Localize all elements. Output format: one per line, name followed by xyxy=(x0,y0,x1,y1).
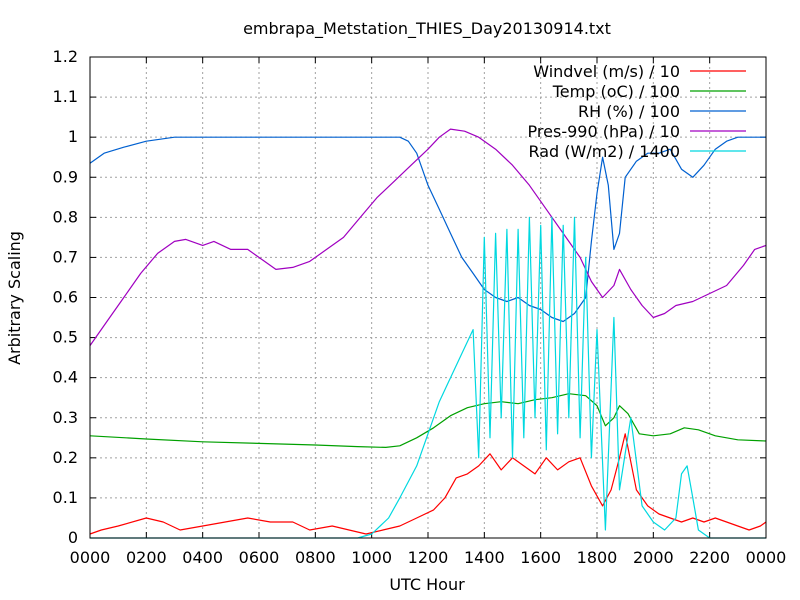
x-tick-label: 1000 xyxy=(351,548,392,567)
x-tick-label: 0000 xyxy=(746,548,787,567)
x-tick-label: 2000 xyxy=(633,548,674,567)
y-tick-label: 1 xyxy=(68,127,78,146)
y-tick-label: 1.2 xyxy=(53,47,78,66)
axis-ticks: 0 0.1 0.2 0.3 0.4 0.5 0.6 0.7 0.8 0.9 1 1.1 1.2 0000 0… xyxy=(53,47,787,567)
chart-title: embrapa_Metstation_THIES_Day20130914.txt xyxy=(243,19,611,39)
x-tick-label: 2200 xyxy=(689,548,730,567)
x-tick-label: 0600 xyxy=(239,548,280,567)
x-tick-label: 1800 xyxy=(577,548,618,567)
y-tick-label: 0.7 xyxy=(53,247,78,266)
legend-label-2: RH (%) / 100 xyxy=(578,102,680,121)
y-tick-label: 0.5 xyxy=(53,328,78,347)
series-line-3 xyxy=(89,128,767,346)
x-tick-label: 1600 xyxy=(520,548,561,567)
series-line-2 xyxy=(89,136,766,323)
y-tick-label: 0 xyxy=(68,528,78,547)
x-tick-label: 0200 xyxy=(126,548,167,567)
x-tick-label: 1200 xyxy=(408,548,449,567)
y-tick-label: 1.1 xyxy=(53,87,78,106)
y-tick-label: 0.4 xyxy=(53,368,78,387)
y-tick-label: 0.1 xyxy=(53,488,78,507)
x-tick-label: 0400 xyxy=(182,548,223,567)
y-tick-label: 0.6 xyxy=(53,288,78,307)
y-tick-label: 0.2 xyxy=(53,448,78,467)
series-line-1 xyxy=(89,393,767,448)
y-axis-label: Arbitrary Scaling xyxy=(5,231,24,365)
y-tick-label: 0.9 xyxy=(53,167,78,186)
series-line-4 xyxy=(90,216,766,539)
legend-label-1: Temp (oC) / 100 xyxy=(552,82,680,101)
series-lines xyxy=(89,128,767,539)
x-axis-label: UTC Hour xyxy=(389,575,465,594)
plot-frame xyxy=(89,56,767,539)
x-tick-label: 1400 xyxy=(464,548,505,567)
x-tick-label: 0800 xyxy=(295,548,336,567)
legend-label-4: Rad (W/m2) / 1400 xyxy=(528,142,680,161)
x-tick-label: 0000 xyxy=(70,548,111,567)
legend-label-0: Windvel (m/s) / 10 xyxy=(533,62,680,81)
y-tick-label: 0.8 xyxy=(53,207,78,226)
y-tick-label: 0.3 xyxy=(53,408,78,427)
legend-label-3: Pres-990 (hPa) / 10 xyxy=(528,122,680,141)
series-line-0 xyxy=(89,433,767,535)
